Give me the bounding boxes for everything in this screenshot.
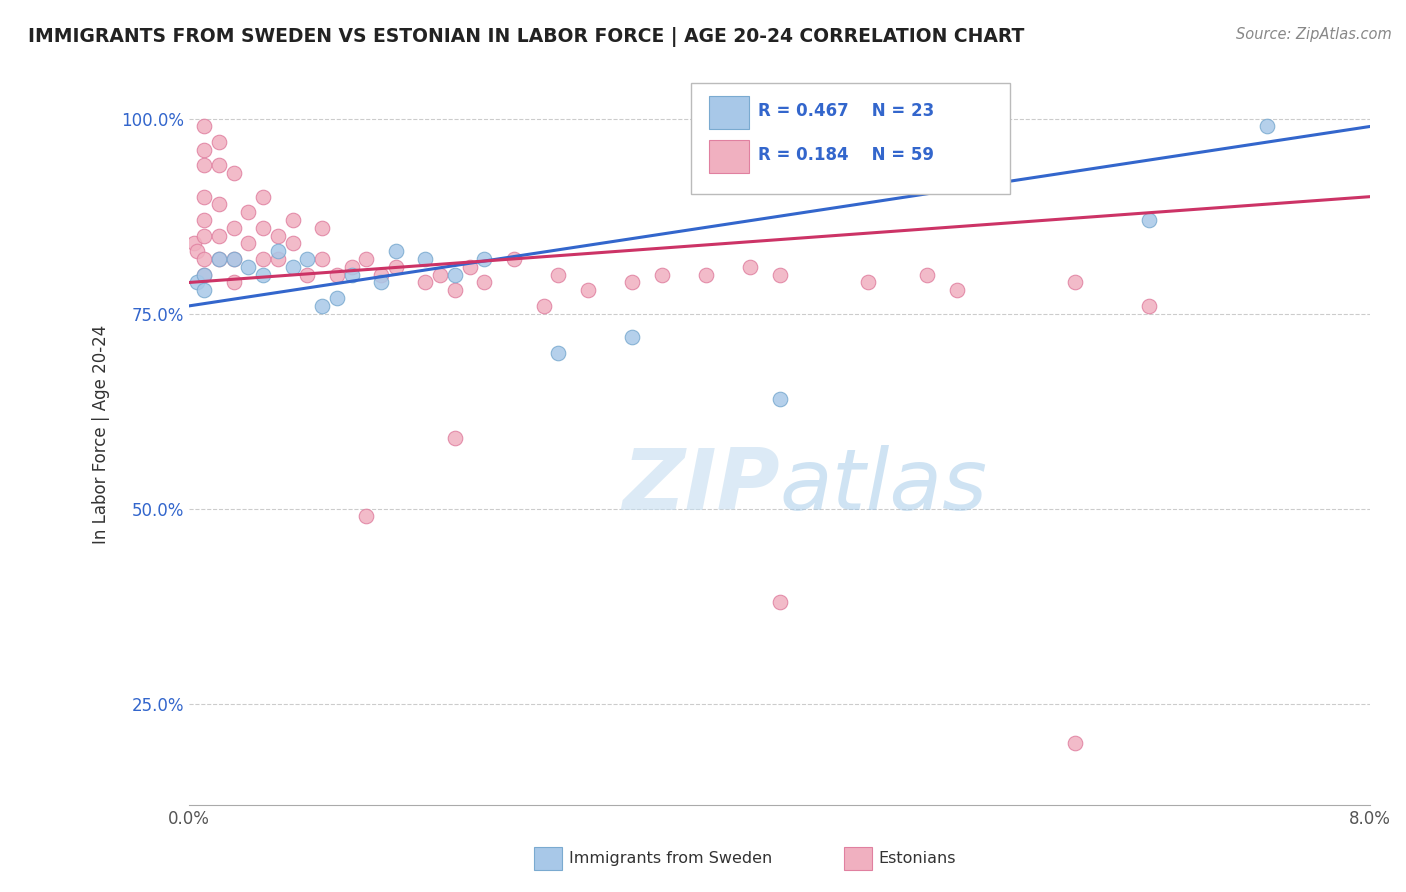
Point [297, 252, 319, 266]
Point [326, 268, 349, 282]
Point [186, 276, 208, 290]
Point [385, 244, 408, 259]
Point [238, 236, 260, 251]
Point [415, 276, 437, 290]
Point [186, 244, 208, 259]
Point [267, 244, 290, 259]
Point [193, 213, 215, 227]
Point [621, 276, 644, 290]
Point [193, 120, 215, 134]
Point [267, 252, 290, 266]
Text: Estonians: Estonians [879, 852, 956, 866]
Point [222, 220, 245, 235]
Point [193, 228, 215, 243]
Text: atlas: atlas [780, 445, 987, 528]
Point [740, 260, 762, 274]
Point [208, 228, 231, 243]
Point [252, 268, 274, 282]
Point [356, 509, 378, 524]
Point [281, 260, 304, 274]
Point [281, 213, 304, 227]
Point [208, 158, 231, 172]
Text: ZIP: ZIP [621, 445, 780, 528]
Point [238, 205, 260, 219]
Point [208, 252, 231, 266]
Point [385, 260, 408, 274]
Point [193, 143, 215, 157]
Point [311, 252, 333, 266]
Point [503, 252, 526, 266]
Point [252, 252, 274, 266]
Point [193, 268, 215, 282]
Point [769, 392, 792, 407]
Point [222, 252, 245, 266]
Text: IMMIGRANTS FROM SWEDEN VS ESTONIAN IN LABOR FORCE | AGE 20-24 CORRELATION CHART: IMMIGRANTS FROM SWEDEN VS ESTONIAN IN LA… [28, 27, 1025, 46]
FancyBboxPatch shape [692, 83, 1010, 194]
Point [208, 135, 231, 149]
Point [1063, 276, 1085, 290]
Point [281, 236, 304, 251]
Point [429, 268, 451, 282]
Point [547, 345, 569, 359]
Point [267, 228, 290, 243]
Point [1063, 736, 1085, 750]
Point [444, 432, 467, 446]
Point [769, 595, 792, 609]
Point [651, 268, 673, 282]
Point [946, 283, 969, 297]
Point [252, 189, 274, 203]
Point [370, 276, 392, 290]
Point [193, 268, 215, 282]
Point [222, 166, 245, 180]
Point [458, 260, 481, 274]
Point [356, 252, 378, 266]
Point [208, 197, 231, 211]
Point [444, 283, 467, 297]
FancyBboxPatch shape [709, 140, 749, 173]
Point [917, 268, 939, 282]
Point [444, 268, 467, 282]
Point [1256, 120, 1278, 134]
Point [858, 276, 880, 290]
Point [370, 268, 392, 282]
Point [311, 220, 333, 235]
Point [1137, 299, 1160, 313]
Point [311, 299, 333, 313]
Point [621, 330, 644, 344]
Point [474, 276, 496, 290]
Point [238, 260, 260, 274]
Point [326, 291, 349, 305]
Point [1137, 213, 1160, 227]
Point [222, 252, 245, 266]
Point [193, 252, 215, 266]
Point [252, 220, 274, 235]
Point [297, 268, 319, 282]
Point [474, 252, 496, 266]
Text: Immigrants from Sweden: Immigrants from Sweden [569, 852, 773, 866]
Point [415, 252, 437, 266]
Point [340, 268, 363, 282]
Text: R = 0.184    N = 59: R = 0.184 N = 59 [758, 146, 935, 164]
Point [193, 158, 215, 172]
Point [695, 268, 717, 282]
Point [208, 252, 231, 266]
FancyBboxPatch shape [709, 96, 749, 128]
Text: R = 0.467    N = 23: R = 0.467 N = 23 [758, 102, 935, 120]
Point [340, 260, 363, 274]
Point [193, 283, 215, 297]
Point [183, 236, 205, 251]
Y-axis label: In Labor Force | Age 20-24: In Labor Force | Age 20-24 [93, 325, 110, 544]
Point [222, 276, 245, 290]
Point [547, 268, 569, 282]
Point [193, 189, 215, 203]
Point [769, 268, 792, 282]
Point [533, 299, 555, 313]
Point [576, 283, 599, 297]
Text: Source: ZipAtlas.com: Source: ZipAtlas.com [1236, 27, 1392, 42]
